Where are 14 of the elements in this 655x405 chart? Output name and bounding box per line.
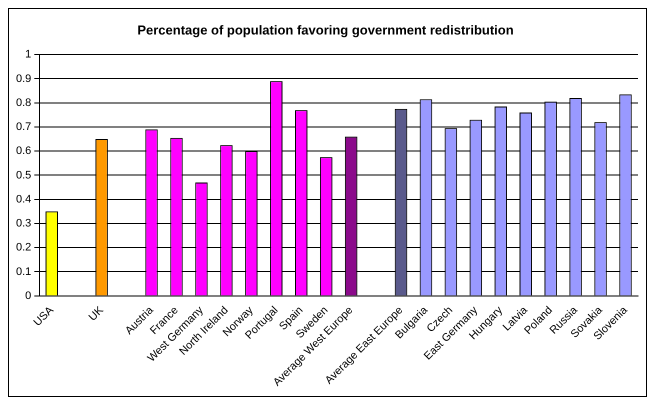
y-tick-label: 0.7 [16, 121, 32, 134]
y-tick-label: 1 [25, 48, 32, 61]
y-tick-label: 0.9 [16, 72, 32, 85]
y-tick-label: 0.2 [16, 242, 32, 254]
x-tick-label: USA [32, 304, 56, 329]
y-tick-label: 0.1 [16, 266, 32, 278]
y-tick-label: 0.4 [16, 193, 32, 206]
y-tick-label: 0.8 [16, 96, 32, 109]
y-tick-label: 0.6 [16, 145, 32, 158]
x-tick-label: UK [86, 304, 106, 324]
y-tick-label: 0.5 [16, 169, 32, 182]
y-tick-label: 0 [25, 290, 32, 302]
y-tick-label: 0.3 [16, 218, 32, 230]
chart-title: Percentage of population favoring government redistribution [137, 22, 514, 38]
